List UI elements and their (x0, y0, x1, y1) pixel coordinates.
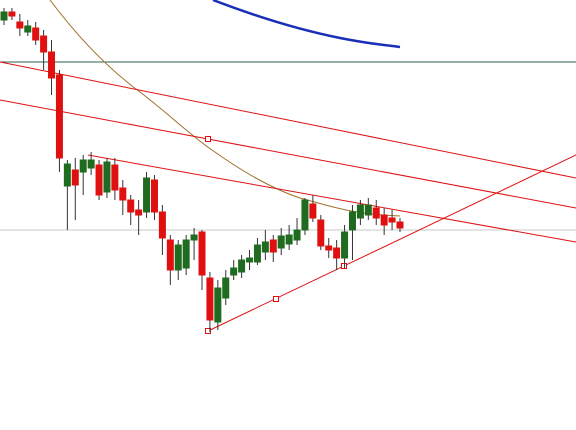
candle-body (348, 211, 356, 231)
candle-body (253, 244, 261, 263)
candle-body (79, 159, 87, 173)
candle-body (372, 207, 380, 219)
candle-body (198, 231, 206, 276)
candle-body (111, 164, 119, 191)
candle-body (0, 11, 8, 21)
trendline (0, 61, 576, 179)
candle-body (16, 21, 24, 29)
candle-body (95, 164, 103, 196)
candle-body (261, 241, 269, 253)
candle-body (143, 177, 151, 213)
candle-body (301, 199, 309, 231)
candle-body (246, 257, 254, 263)
candle-body (182, 239, 190, 269)
candle-body (325, 245, 333, 251)
candle-body (119, 187, 127, 201)
candle-body (380, 214, 388, 226)
trendline (87, 154, 576, 243)
candle-body (206, 277, 214, 321)
candle-body (190, 234, 198, 241)
candle-body (24, 25, 32, 33)
candle-body (317, 219, 325, 247)
anchor (273, 296, 279, 302)
candle-body (277, 235, 285, 249)
candle-body (63, 163, 71, 187)
candle-body (127, 199, 135, 213)
candle-body (48, 51, 56, 79)
candle-body (222, 277, 230, 299)
candle-body (71, 169, 79, 186)
candle-body (230, 267, 238, 276)
candle-body (214, 287, 222, 323)
candle-body (388, 217, 396, 223)
candle-body (356, 204, 364, 219)
candle-body (238, 259, 246, 273)
candle-body (135, 209, 143, 216)
candle-body (174, 244, 182, 271)
candle-body (293, 229, 301, 241)
candle-body (333, 247, 341, 259)
candle-body (87, 159, 95, 169)
candle-body (158, 211, 166, 239)
candle-body (364, 204, 372, 216)
candle-body (285, 234, 293, 245)
anchor (205, 328, 211, 334)
candle-body (396, 221, 404, 229)
moving-average (49, 0, 401, 217)
candle-body (341, 231, 349, 259)
candle-body (32, 27, 40, 41)
candle-body (55, 74, 63, 159)
candle-body (150, 179, 158, 213)
candle-body (8, 11, 16, 17)
trendlines (0, 61, 576, 334)
indicator-line (212, 0, 401, 49)
candle-body (309, 203, 317, 219)
anchor (341, 263, 347, 269)
candle-body (269, 239, 277, 253)
trendline (207, 154, 576, 332)
anchor (205, 136, 211, 142)
candle-body (40, 35, 48, 53)
candles (0, 8, 404, 332)
candle-body (166, 239, 174, 271)
candle-body (103, 161, 111, 193)
trendline (0, 99, 576, 209)
